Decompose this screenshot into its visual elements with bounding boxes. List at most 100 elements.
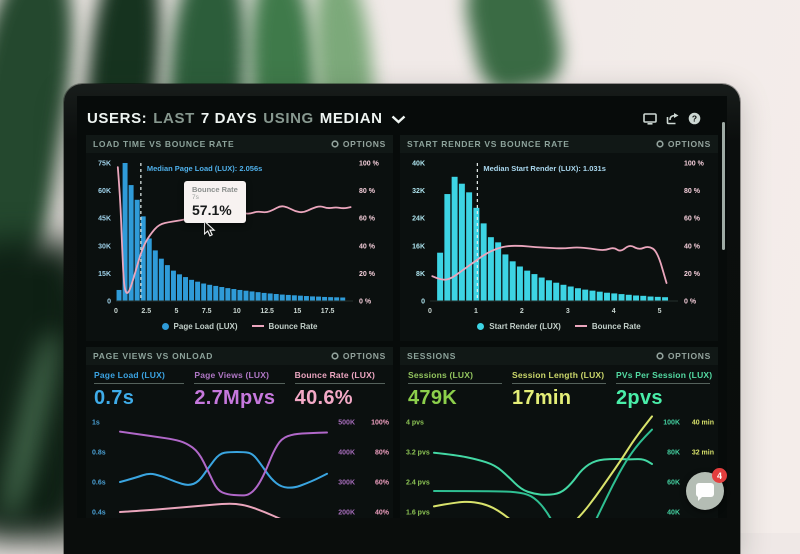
metric-value: 0.7s xyxy=(94,387,135,409)
svg-text:0.4s: 0.4s xyxy=(92,510,106,517)
legend-item: Bounce Rate xyxy=(251,321,318,331)
options-button[interactable]: OPTIONS xyxy=(331,351,386,361)
options-button[interactable]: OPTIONS xyxy=(656,139,711,149)
metric-divider xyxy=(616,383,710,384)
load-time-chart[interactable]: 75K 60K 45K 30K 15K 0 100 % 80 % 60 % 40 % 20 % 0 %… xyxy=(86,153,393,317)
legend-label: Bounce Rate xyxy=(268,321,318,331)
legend-label: Page Load (LUX) xyxy=(173,321,238,331)
metric-label: Page Views (LUX) xyxy=(194,370,270,380)
options-gear-icon xyxy=(656,140,664,148)
svg-text:40K: 40K xyxy=(412,161,425,168)
svg-text:32 min: 32 min xyxy=(692,450,714,457)
svg-text:300K: 300K xyxy=(338,480,355,487)
svg-text:80K: 80K xyxy=(667,450,680,457)
svg-text:3.2 pvs: 3.2 pvs xyxy=(406,450,430,457)
chat-bubble-icon xyxy=(696,483,714,501)
metric-divider xyxy=(194,383,285,384)
legend-dot-icon xyxy=(477,322,485,330)
tooltip-x-value: 7s xyxy=(192,194,199,201)
legend-label: Start Render (LUX) xyxy=(489,321,561,331)
chart-area[interactable]: 75K 60K 45K 30K 15K 0 100 % 80 % 60 % 40 % 20 % 0 %… xyxy=(86,153,393,317)
chart-area[interactable]: 40K 32K 24K 16K 8K 0 100 % 80 % 60 % 40 % 20 % 0 % 0… xyxy=(400,153,718,317)
legend-item: Page Load (LUX) xyxy=(161,321,238,331)
metric-label: PVs Per Session (LUX) xyxy=(616,370,713,380)
legend-label: Bounce Rate xyxy=(591,321,641,331)
svg-text:7.5: 7.5 xyxy=(202,308,212,315)
metric-bounce-rate: Bounce Rate (LUX) 40.6% xyxy=(294,370,385,410)
svg-text:30K: 30K xyxy=(98,243,111,250)
svg-text:32K: 32K xyxy=(412,188,425,195)
start-render-chart[interactable]: 40K 32K 24K 16K 8K 0 100 % 80 % 60 % 40 % 20 % 0 % 0… xyxy=(400,153,718,317)
metric-value: 479K xyxy=(408,387,458,409)
title-part: LAST xyxy=(153,110,195,127)
svg-text:Median Page Load (LUX): 2.056s: Median Page Load (LUX): 2.056s xyxy=(147,164,262,173)
title-part: USERS: xyxy=(87,110,148,127)
options-button[interactable]: OPTIONS xyxy=(656,351,711,361)
svg-text:2.5: 2.5 xyxy=(141,308,151,315)
sessions-chart[interactable]: 4 pvs 3.2 pvs 2.4 pvs 1.6 pvs 100K 40 min 80K 3… xyxy=(400,412,718,518)
svg-text:200K: 200K xyxy=(338,510,355,517)
svg-text:60 %: 60 % xyxy=(359,216,376,223)
panel-sessions: SESSIONS OPTIONS Sessions (LUX) 479K xyxy=(400,347,718,518)
panel-title: LOAD TIME VS BOUNCE RATE xyxy=(93,139,235,149)
metric-value: 17min xyxy=(512,387,572,409)
svg-text:45K: 45K xyxy=(98,216,111,223)
svg-text:1.6 pvs: 1.6 pvs xyxy=(406,510,430,517)
svg-text:8K: 8K xyxy=(416,271,425,278)
svg-text:4 pvs: 4 pvs xyxy=(406,420,424,427)
panel-header: SESSIONS OPTIONS xyxy=(400,347,718,365)
chart-legend: Start Render (LUX) Bounce Rate xyxy=(400,317,718,335)
svg-text:1: 1 xyxy=(474,308,478,315)
svg-text:5: 5 xyxy=(658,308,662,315)
chevron-down-icon[interactable] xyxy=(391,115,406,124)
panel-header: START RENDER VS BOUNCE RATE OPTIONS xyxy=(400,135,718,153)
svg-text:80 %: 80 % xyxy=(359,188,376,195)
options-gear-icon xyxy=(331,140,339,148)
mouse-cursor-icon xyxy=(204,221,216,237)
page-views-chart[interactable]: 1s 0.8s 0.6s 0.4s 500K 100% 400K 80% 300K 60% 200K… xyxy=(86,412,393,518)
panel-start-render: START RENDER VS BOUNCE RATE OPTIONS 40K 3… xyxy=(400,135,718,341)
metrics-row: Sessions (LUX) 479K Session Length (LUX)… xyxy=(400,365,718,412)
share-icon[interactable] xyxy=(666,112,679,125)
svg-text:40 %: 40 % xyxy=(359,243,376,250)
display-icon[interactable] xyxy=(643,112,657,125)
panel-title: START RENDER VS BOUNCE RATE xyxy=(407,139,570,149)
svg-text:400K: 400K xyxy=(338,450,355,457)
chart-legend: Page Load (LUX) Bounce Rate xyxy=(86,317,393,335)
options-label: OPTIONS xyxy=(342,139,386,149)
svg-text:0.6s: 0.6s xyxy=(92,480,106,487)
svg-text:40K: 40K xyxy=(667,510,680,517)
scrollbar[interactable] xyxy=(722,122,725,250)
panel-title: SESSIONS xyxy=(407,351,457,361)
panel-title: PAGE VIEWS VS ONLOAD xyxy=(93,351,214,361)
metric-divider xyxy=(408,383,502,384)
svg-text:17.5: 17.5 xyxy=(321,308,335,315)
metric-label: Bounce Rate (LUX) xyxy=(294,370,376,380)
panel-grid: LOAD TIME VS BOUNCE RATE OPTIONS 75K 60K 4… xyxy=(77,135,727,518)
svg-text:5: 5 xyxy=(175,308,179,315)
chat-widget-button[interactable]: 4 xyxy=(686,468,727,510)
svg-text:2.4 pvs: 2.4 pvs xyxy=(406,480,430,487)
laptop: USERS: LAST 7 DAYS USING MEDIAN xyxy=(64,84,740,554)
svg-text:0: 0 xyxy=(421,299,425,306)
legend-item: Start Render (LUX) xyxy=(477,322,561,331)
help-icon[interactable]: ? xyxy=(688,112,701,125)
options-label: OPTIONS xyxy=(667,139,711,149)
options-label: OPTIONS xyxy=(667,351,711,361)
panel-header: LOAD TIME VS BOUNCE RATE OPTIONS xyxy=(86,135,393,153)
svg-text:15K: 15K xyxy=(98,271,111,278)
title-part: MEDIAN xyxy=(319,110,383,127)
dashboard-header: USERS: LAST 7 DAYS USING MEDIAN xyxy=(77,96,727,135)
svg-text:3: 3 xyxy=(566,308,570,315)
metric-pvs-per-session: PVs Per Session (LUX) 2pvs xyxy=(616,370,713,410)
svg-text:?: ? xyxy=(692,113,697,123)
metric-label: Session Length (LUX) xyxy=(512,370,605,380)
panel-load-time: LOAD TIME VS BOUNCE RATE OPTIONS 75K 60K 4… xyxy=(86,135,393,341)
panel-page-views: PAGE VIEWS VS ONLOAD OPTIONS Page Load (… xyxy=(86,347,393,518)
svg-text:40 min: 40 min xyxy=(692,420,714,427)
title-part: USING xyxy=(263,110,314,127)
page-title[interactable]: USERS: LAST 7 DAYS USING MEDIAN xyxy=(87,110,406,127)
options-gear-icon xyxy=(656,352,664,360)
options-button[interactable]: OPTIONS xyxy=(331,139,386,149)
